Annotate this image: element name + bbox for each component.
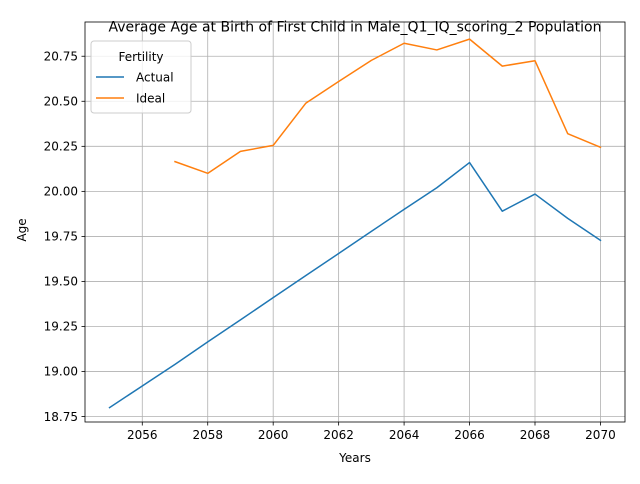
grid-lines <box>85 22 625 422</box>
y-tick-label: 20.75 <box>44 49 78 63</box>
y-tick-label: 20.50 <box>44 94 78 108</box>
y-tick-label: 19.75 <box>44 230 78 244</box>
x-axis-label: Years <box>338 451 371 465</box>
x-tick-label: 2058 <box>192 428 223 442</box>
plot-area-frame <box>84 21 626 423</box>
y-tick-label: 18.75 <box>44 410 78 424</box>
x-tick-label: 2068 <box>520 428 551 442</box>
y-tick-label: 20.00 <box>44 185 78 199</box>
y-tick-label: 19.00 <box>44 365 78 379</box>
legend-label-actual: Actual <box>136 71 174 85</box>
legend-title: Fertility <box>118 50 163 64</box>
x-tick-label: 2070 <box>585 428 616 442</box>
series-line-ideal <box>174 38 602 175</box>
axis-ticks: 2056 2058 2060 2062 2064 2066 2068 2070 18.75 19.… <box>44 49 616 442</box>
series-line-actual <box>108 161 602 409</box>
legend: Fertility Actual Ideal <box>90 40 192 114</box>
y-tick-label: 19.50 <box>44 275 78 289</box>
x-tick-label: 2066 <box>454 428 485 442</box>
x-tick-label: 2062 <box>323 428 354 442</box>
y-tick-label: 19.25 <box>44 320 78 334</box>
chart-title: Average Age at Birth of First Child in M… <box>109 20 602 36</box>
legend-label-ideal: Ideal <box>136 92 165 106</box>
series-lines <box>108 38 602 409</box>
x-tick-label: 2056 <box>127 428 158 442</box>
x-tick-label: 2064 <box>389 428 420 442</box>
x-tick-label: 2060 <box>258 428 289 442</box>
y-tick-label: 20.25 <box>44 140 78 154</box>
y-axis-label: Age <box>15 218 29 241</box>
legend-box <box>90 40 192 114</box>
